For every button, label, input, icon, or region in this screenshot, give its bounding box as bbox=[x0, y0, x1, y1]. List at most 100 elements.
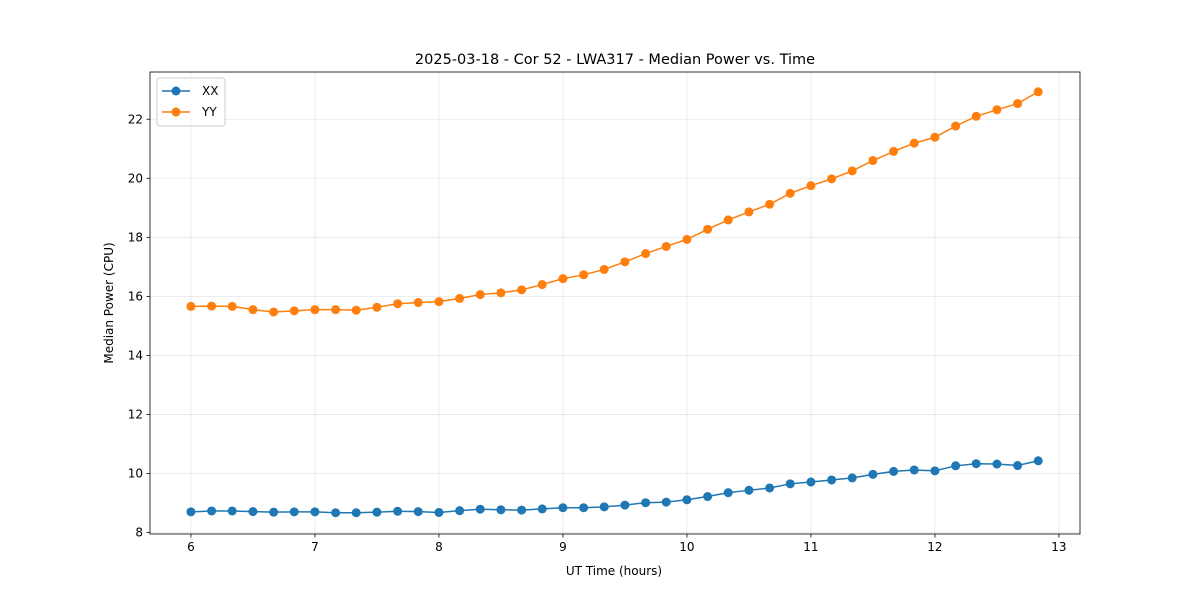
y-tick-label: 10 bbox=[128, 467, 143, 481]
data-point-xx bbox=[785, 479, 795, 489]
data-point-xx bbox=[207, 506, 217, 516]
x-tick-label: 8 bbox=[435, 540, 443, 554]
data-point-xx bbox=[475, 504, 485, 514]
data-point-yy bbox=[744, 207, 754, 217]
data-point-xx bbox=[765, 483, 775, 493]
data-point-xx bbox=[558, 503, 568, 513]
grid bbox=[150, 72, 1080, 534]
data-point-yy bbox=[496, 288, 506, 298]
legend-label-yy: YY bbox=[201, 105, 217, 119]
data-point-xx bbox=[227, 506, 237, 516]
data-point-yy bbox=[1013, 99, 1023, 109]
y-tick-label: 8 bbox=[135, 526, 143, 540]
data-point-xx bbox=[992, 459, 1002, 469]
data-point-xx bbox=[372, 507, 382, 517]
legend-marker-xx bbox=[171, 86, 181, 96]
data-point-yy bbox=[703, 224, 713, 234]
y-tick-label: 14 bbox=[128, 349, 143, 363]
data-point-yy bbox=[207, 301, 217, 311]
y-tick-label: 18 bbox=[128, 231, 143, 245]
data-point-yy bbox=[1033, 87, 1043, 97]
data-point-yy bbox=[930, 132, 940, 142]
axes-spines bbox=[149, 71, 1081, 535]
data-point-xx bbox=[517, 505, 527, 515]
data-point-yy bbox=[393, 299, 403, 309]
legend-label-xx: XX bbox=[202, 84, 218, 98]
data-point-xx bbox=[269, 507, 279, 517]
data-point-yy bbox=[992, 105, 1002, 115]
data-point-xx bbox=[434, 507, 444, 517]
data-point-xx bbox=[496, 505, 506, 515]
data-point-xx bbox=[248, 507, 258, 517]
data-point-yy bbox=[227, 301, 237, 311]
data-point-xx bbox=[455, 506, 465, 516]
data-point-xx bbox=[413, 507, 423, 517]
data-point-xx bbox=[806, 477, 816, 487]
y-tick-label: 20 bbox=[128, 171, 143, 185]
data-point-xx bbox=[537, 504, 547, 514]
data-point-yy bbox=[971, 111, 981, 121]
data-point-xx bbox=[951, 461, 961, 471]
data-point-xx bbox=[827, 475, 837, 485]
x-tick-label: 10 bbox=[679, 540, 694, 554]
data-point-xx bbox=[889, 466, 899, 476]
data-point-yy bbox=[951, 121, 961, 131]
data-point-yy bbox=[310, 305, 320, 315]
axes-frame bbox=[149, 71, 1081, 535]
x-axis-label: UT Time (hours) bbox=[566, 564, 662, 578]
data-point-yy bbox=[372, 302, 382, 312]
x-tick-label: 13 bbox=[1051, 540, 1066, 554]
data-point-xx bbox=[1013, 461, 1023, 471]
data-point-xx bbox=[930, 466, 940, 476]
data-point-yy bbox=[351, 305, 361, 315]
x-tick-label: 7 bbox=[311, 540, 319, 554]
data-point-yy bbox=[289, 306, 299, 316]
data-point-xx bbox=[289, 507, 299, 517]
y-tick-label: 22 bbox=[128, 112, 143, 126]
data-point-yy bbox=[331, 305, 341, 315]
y-axis-label: Median Power (CPU) bbox=[102, 242, 116, 363]
chart-title: 2025-03-18 - Cor 52 - LWA317 - Median Po… bbox=[415, 52, 815, 68]
data-point-yy bbox=[806, 181, 816, 191]
y-axis-ticks: 8 10 12 14 16 18 20 22 bbox=[128, 112, 150, 540]
data-point-yy bbox=[455, 293, 465, 303]
data-point-xx bbox=[620, 500, 630, 510]
data-point-yy bbox=[434, 297, 444, 307]
data-point-xx bbox=[641, 498, 651, 508]
data-point-yy bbox=[682, 234, 692, 244]
legend-marker-yy bbox=[171, 107, 181, 117]
data-point-xx bbox=[579, 503, 589, 513]
data-point-xx bbox=[703, 492, 713, 502]
x-tick-label: 6 bbox=[187, 540, 195, 554]
data-point-yy bbox=[827, 174, 837, 184]
data-point-xx bbox=[393, 506, 403, 516]
data-point-xx bbox=[723, 488, 733, 498]
data-point-yy bbox=[413, 298, 423, 308]
data-point-xx bbox=[186, 507, 196, 517]
data-point-yy bbox=[269, 307, 279, 317]
data-point-xx bbox=[971, 459, 981, 469]
data-point-xx bbox=[1033, 456, 1043, 466]
x-tick-label: 11 bbox=[803, 540, 818, 554]
data-point-xx bbox=[744, 485, 754, 495]
data-point-yy bbox=[248, 305, 258, 315]
data-point-yy bbox=[620, 257, 630, 267]
data-point-xx bbox=[661, 497, 671, 507]
data-point-yy bbox=[785, 188, 795, 198]
data-point-xx bbox=[909, 465, 919, 475]
data-point-xx bbox=[847, 473, 857, 483]
data-point-yy bbox=[889, 146, 899, 156]
data-point-xx bbox=[868, 469, 878, 479]
data-point-yy bbox=[579, 270, 589, 280]
data-point-yy bbox=[847, 166, 857, 176]
y-tick-label: 16 bbox=[128, 290, 143, 304]
x-axis-ticks: 6 7 8 9 10 11 12 13 bbox=[187, 534, 1067, 554]
data-point-yy bbox=[723, 215, 733, 225]
data-point-yy bbox=[475, 290, 485, 300]
data-point-yy bbox=[765, 199, 775, 209]
data-point-yy bbox=[599, 264, 609, 274]
data-point-yy bbox=[537, 280, 547, 290]
x-tick-label: 12 bbox=[927, 540, 942, 554]
data-point-xx bbox=[682, 495, 692, 505]
